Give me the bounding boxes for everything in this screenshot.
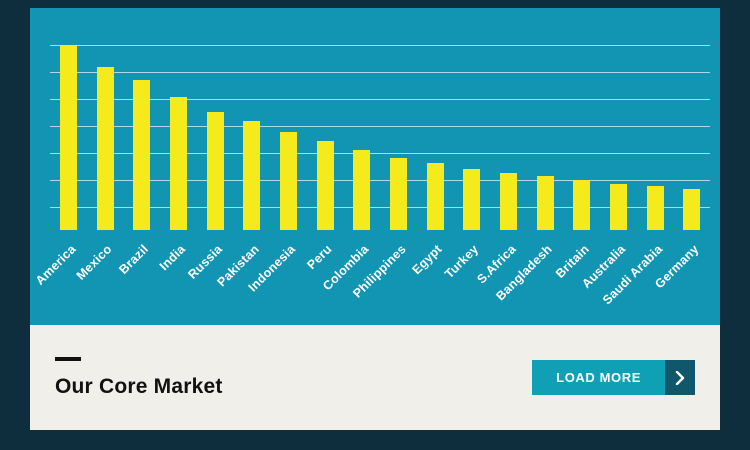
footer-section: Our Core Market LOAD MORE: [30, 325, 720, 430]
bar: [609, 183, 627, 230]
x-axis-label: Egypt: [409, 242, 445, 278]
bar-item: Russia: [185, 45, 234, 282]
bar-item: Saudi Arabia: [600, 45, 674, 307]
bar-item: Australia: [579, 45, 637, 291]
bar: [499, 172, 517, 230]
bar-item: Bangladesh: [494, 45, 564, 303]
bar-item: Brazil: [117, 45, 160, 277]
load-more-button[interactable]: LOAD MORE: [532, 360, 695, 395]
bar-item: Turkey: [443, 45, 490, 281]
chevron-right-icon: [665, 360, 695, 395]
bar: [389, 157, 407, 230]
bar: [96, 67, 114, 230]
x-axis-label: Brazil: [116, 242, 152, 277]
bar: [536, 176, 554, 230]
page-title: Our Core Market: [55, 374, 223, 398]
bar-item: Colombia: [320, 45, 380, 293]
load-more-label: LOAD MORE: [532, 360, 665, 395]
bar-item: America: [32, 45, 87, 288]
bar-item: India: [157, 45, 197, 273]
bar-item: Mexico: [74, 45, 124, 283]
chart-bars: America Mexico Brazil India Russia Pakistan In…: [32, 45, 710, 307]
bar-item: Britain: [553, 45, 600, 281]
bar-item: Pakistan: [214, 45, 270, 289]
bar: [169, 96, 187, 230]
title-accent-dash: [55, 356, 81, 361]
bar: [426, 163, 444, 230]
bar: [463, 168, 481, 230]
bar: [683, 189, 701, 230]
bar: [353, 150, 371, 230]
bar-item: Peru: [305, 45, 344, 272]
bar-item: Indonesia: [246, 45, 307, 294]
x-axis-label: Peru: [304, 242, 335, 273]
bar: [206, 111, 224, 230]
bar: [316, 141, 334, 230]
core-market-bar-chart: America Mexico Brazil India Russia Pakistan In…: [30, 8, 720, 325]
bar: [279, 131, 297, 230]
title-block: Our Core Market: [55, 356, 223, 399]
bar: [133, 80, 151, 230]
bar: [243, 120, 261, 230]
bar-item: Germany: [652, 45, 710, 291]
x-axis-label: America: [32, 242, 79, 288]
bar: [646, 185, 664, 230]
bar: [59, 45, 77, 230]
x-axis-label: India: [157, 242, 189, 274]
bar-item: Egypt: [410, 45, 454, 277]
bar: [573, 180, 591, 230]
bar-item: S.Africa: [474, 45, 527, 286]
x-axis-label: Mexico: [74, 242, 115, 283]
bar-item: Philippines: [350, 45, 417, 301]
